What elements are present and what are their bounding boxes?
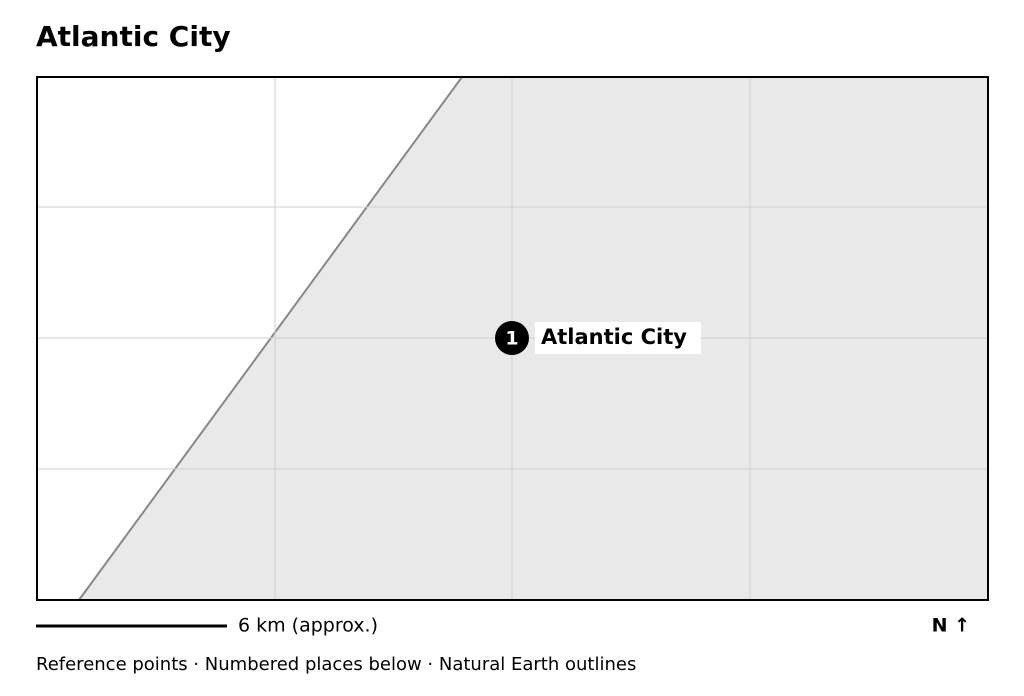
place-marker (495, 321, 529, 355)
label-bg (535, 322, 701, 354)
scale-label: 6 km (approx.) (238, 615, 378, 637)
place-label: Atlantic City (541, 325, 687, 349)
north-arrow: N ↑ (932, 615, 970, 637)
footer: Reference points · Numbered places below… (36, 654, 636, 675)
map-frame (36, 76, 989, 601)
title: Atlantic City (36, 20, 231, 53)
place-number: 1 (505, 328, 518, 350)
